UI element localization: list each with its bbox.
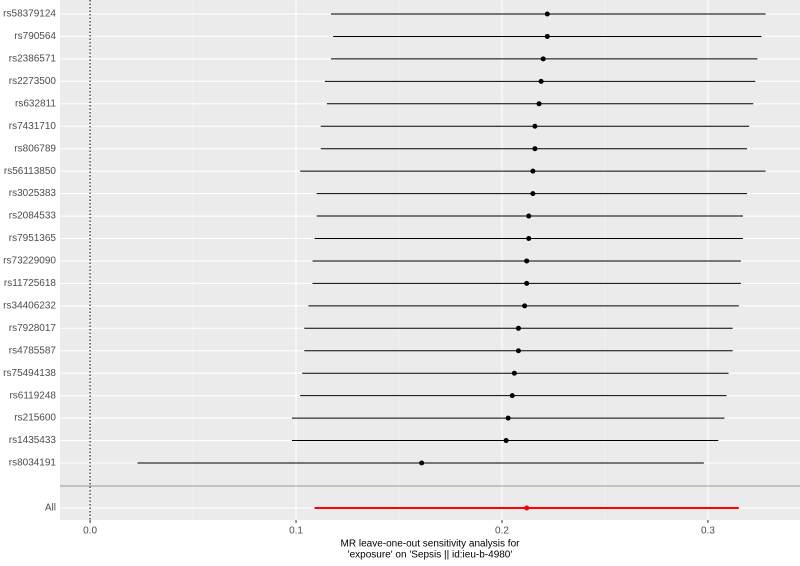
estimate-point [530,168,536,174]
estimate-point [526,213,532,219]
x-tick-label: 0.3 [701,526,715,537]
estimate-point [511,370,517,376]
y-tick-label: rs75494138 [3,368,56,379]
estimate-point [526,236,532,241]
y-tick-label: rs56113850 [4,166,57,177]
y-tick-label: rs6119248 [9,390,56,401]
estimate-point [536,101,542,107]
y-tick-label: rs806789 [14,143,56,154]
estimate-point [515,348,521,354]
y-tick-label: rs7951365 [9,233,57,244]
estimate-point [515,325,521,331]
estimate-point [532,123,538,129]
y-tick-label: rs790564 [14,31,56,42]
y-tick-label: rs2084533 [9,211,57,222]
y-tick-label: All [45,503,56,514]
y-tick-label: rs34406232 [3,300,56,311]
estimate-point [419,460,425,466]
estimate-point [544,33,550,39]
estimate-point [509,393,515,399]
y-tick-label: rs2386571 [9,54,57,65]
y-tick-label: rs4785587 [9,345,57,356]
estimate-point [538,78,544,84]
y-tick-label: rs632811 [15,98,56,109]
estimate-point [544,11,550,17]
y-tick-label: rs7431710 [9,121,57,132]
estimate-point [503,438,509,444]
y-tick-label: rs73229090 [3,256,56,267]
x-tick-label: 0.1 [289,526,303,537]
x-tick-label: 0.2 [495,526,509,537]
y-tick-label: rs2273500 [9,76,57,87]
x-axis-title: MR leave-one-out sensitivity analysis fo… [341,539,521,550]
estimate-point [530,191,536,197]
summary-point [524,505,530,511]
panel [60,0,800,520]
x-axis-title: 'exposure' on 'Sepsis || id:ieu-b-4980' [348,550,513,561]
estimate-point [505,415,511,421]
y-tick-label: rs58379124 [3,9,56,20]
y-tick-label: rs8034191 [9,458,57,469]
x-tick-label: 0.0 [83,526,97,537]
y-tick-label: rs7928017 [9,323,57,334]
y-tick-label: rs11725618 [4,278,57,289]
estimate-point [540,56,546,62]
estimate-point [524,258,530,264]
estimate-point [524,280,530,286]
estimate-point [532,146,538,152]
y-tick-label: rs1435433 [9,435,57,446]
y-tick-label: rs215600 [14,413,56,424]
y-tick-label: rs3025383 [9,188,57,199]
estimate-point [522,303,528,309]
